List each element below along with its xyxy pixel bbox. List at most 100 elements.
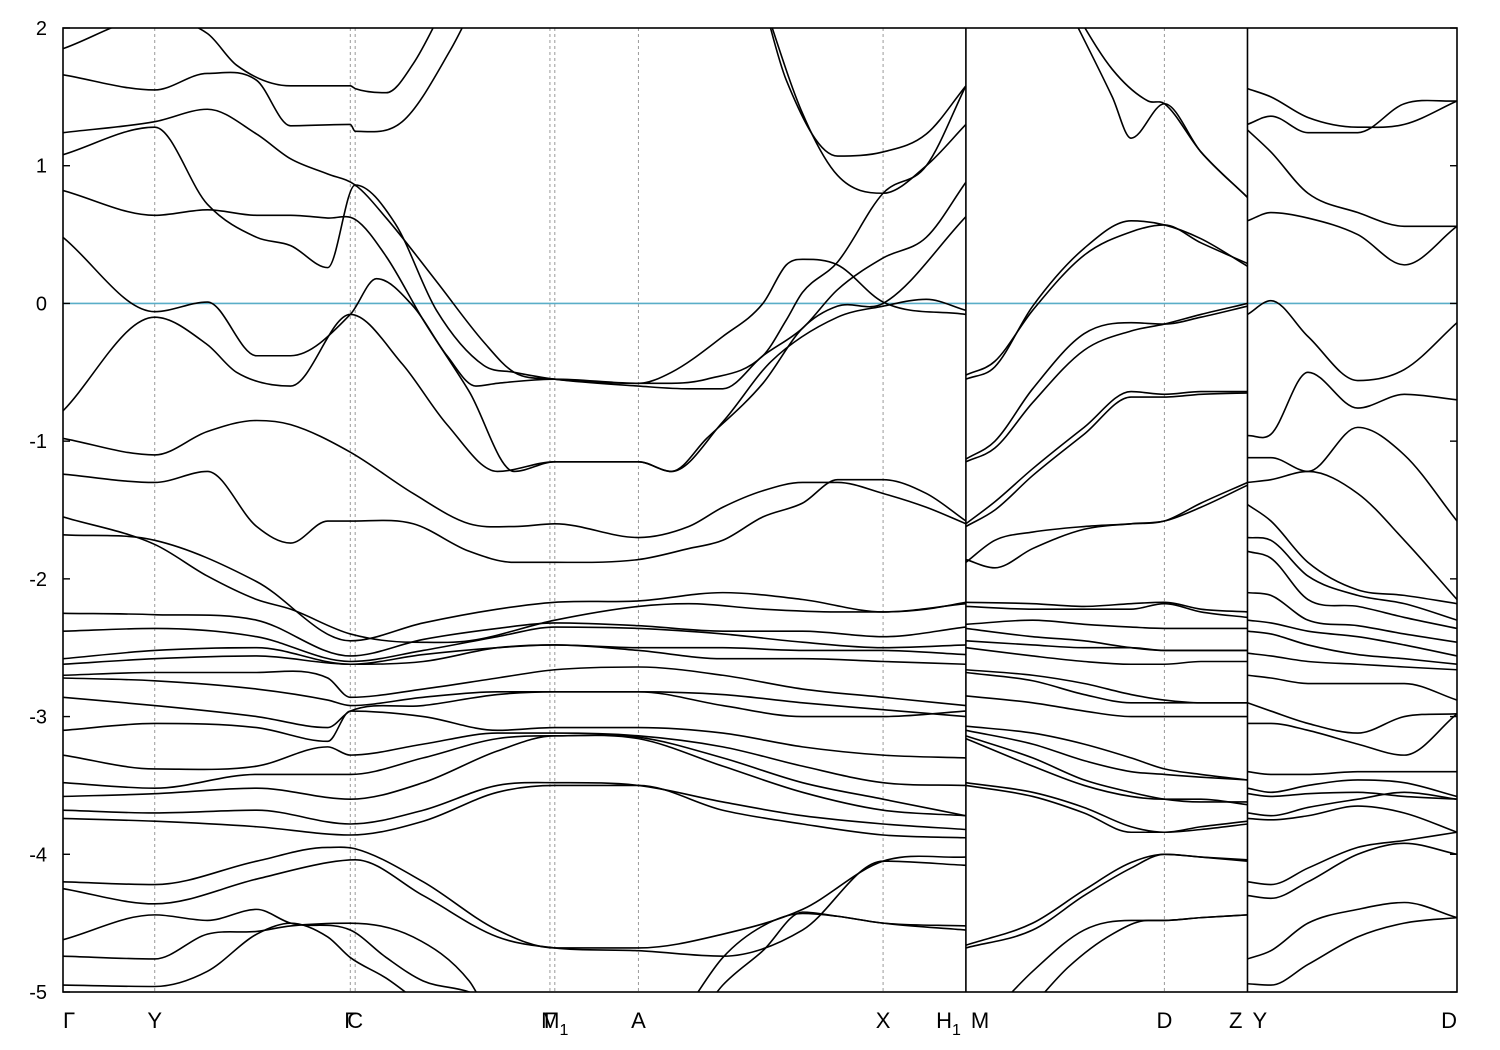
band-line-14	[63, 612, 966, 657]
band-line-52	[965, 729, 1248, 781]
band-line-88	[1247, 901, 1457, 960]
band-line-29	[63, 908, 472, 992]
band-line-23	[63, 734, 967, 817]
band-line-73	[1247, 550, 1457, 630]
band-line-62	[1077, 28, 1249, 198]
band-line-82	[1247, 779, 1457, 798]
band-line-35	[965, 224, 1248, 376]
band-line-60	[1043, 914, 1248, 992]
band-line-18	[63, 666, 966, 707]
band-line-41	[965, 484, 1248, 569]
k-point-label: M	[971, 1008, 989, 1033]
band-line-58	[965, 853, 1248, 946]
band-line-46	[965, 640, 1248, 652]
band-line-76	[1247, 630, 1457, 666]
band-line-5	[63, 85, 967, 385]
y-tick-label: -3	[29, 707, 47, 729]
k-point-labels: Γ Y ΓC ΓM1 A X H1 M D Z Y D	[63, 1008, 1457, 1039]
band-line-30	[63, 922, 478, 992]
band-line-89	[1247, 916, 1457, 986]
band-line-72	[1247, 536, 1457, 621]
k-point-gridlines	[154, 28, 1165, 992]
band-line-48	[965, 668, 1248, 704]
k-point-label: H1	[936, 1008, 961, 1039]
band-line-36	[965, 302, 1248, 463]
band-line-64	[1247, 99, 1457, 134]
k-point-label: Γ	[544, 1008, 556, 1033]
k-point-label: M1	[541, 1008, 568, 1039]
band-line-6	[63, 28, 464, 133]
band-line-55	[965, 781, 1248, 834]
band-line-2	[63, 298, 967, 473]
band-line-44	[965, 619, 1248, 630]
band-line-21	[63, 710, 966, 759]
k-point-label: C	[347, 1008, 363, 1033]
k-point-label: D	[1156, 1008, 1172, 1033]
band-line-10	[63, 419, 967, 539]
k-point-label: D	[1441, 1008, 1457, 1033]
band-line-7	[63, 28, 434, 94]
band-line-87	[1247, 842, 1457, 900]
band-line-80	[1247, 713, 1457, 756]
k-point-label: Γ	[63, 1008, 75, 1033]
band-line-4	[63, 126, 967, 390]
y-axis-ticks: 2 1 0 -1 -2 -3 -4 -5	[29, 18, 1457, 1004]
band-line-16	[63, 644, 966, 666]
band-line-13	[63, 533, 966, 642]
band-line-86	[1247, 831, 1457, 886]
k-point-label: Γ	[344, 1008, 356, 1033]
band-line-38	[965, 392, 1248, 528]
y-tick-label: -4	[29, 844, 47, 866]
band-line-50	[965, 695, 1248, 718]
band-line-27	[63, 846, 966, 949]
band-line-1	[63, 236, 967, 387]
band-line-39	[965, 390, 1248, 525]
band-line-26	[63, 784, 966, 839]
band-line-40	[965, 481, 1248, 563]
band-line-19	[63, 677, 966, 718]
k-point-label: X	[876, 1008, 891, 1033]
y-tick-label: 0	[36, 293, 47, 315]
k-point-label: A	[631, 1008, 646, 1033]
band-line-49	[965, 671, 1248, 704]
k-point-label: Z	[1229, 1008, 1242, 1033]
band-line-57	[965, 853, 1248, 949]
band-line-33	[716, 911, 966, 992]
band-line-69	[1247, 426, 1457, 522]
band-line-71	[1247, 503, 1457, 605]
band-lines	[63, 28, 1457, 992]
band-line-37	[965, 305, 1248, 460]
band-line-67	[1247, 299, 1457, 382]
band-line-24	[63, 734, 966, 817]
band-line-17	[63, 644, 966, 666]
band-line-15	[63, 626, 966, 663]
band-line-70	[1247, 470, 1457, 601]
band-line-9	[771, 28, 967, 195]
plot-frame	[62, 27, 1458, 993]
band-line-22	[63, 732, 966, 787]
band-line-56	[965, 784, 1248, 834]
band-line-51	[965, 725, 1248, 781]
y-tick-label: -5	[29, 982, 47, 1004]
band-line-79	[1247, 702, 1457, 734]
band-line-42	[965, 601, 1248, 613]
band-line-65	[1246, 129, 1457, 228]
band-line-78	[1247, 674, 1457, 701]
y-tick-label: -1	[29, 431, 47, 453]
band-line-83	[1247, 791, 1457, 800]
y-tick-label: 1	[36, 156, 47, 178]
band-line-12	[63, 516, 967, 644]
k-point-label: Y	[147, 1008, 162, 1033]
band-line-84	[1247, 791, 1457, 817]
band-line-66	[1247, 211, 1457, 266]
band-line-3	[63, 189, 967, 473]
band-line-34	[965, 219, 1248, 380]
band-line-81	[1247, 770, 1457, 776]
band-line-28	[63, 858, 966, 957]
band-line-77	[1247, 652, 1457, 671]
band-line-47	[965, 646, 1248, 666]
panel-dividers	[965, 28, 1249, 992]
band-line-85	[1247, 805, 1457, 834]
band-line-63	[1247, 87, 1457, 129]
